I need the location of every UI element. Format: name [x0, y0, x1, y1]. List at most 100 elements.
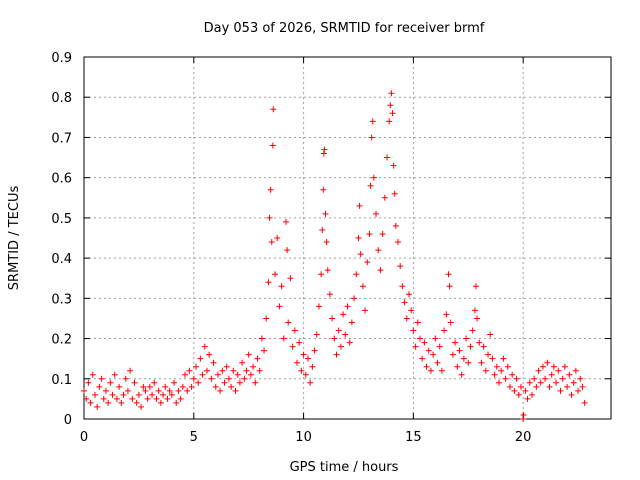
data-point	[94, 403, 101, 410]
data-point	[356, 202, 363, 209]
data-point	[366, 230, 373, 237]
data-point	[267, 186, 274, 193]
data-point	[276, 303, 283, 310]
data-point	[298, 367, 305, 374]
data-point	[188, 383, 195, 390]
data-point	[469, 327, 476, 334]
data-point	[283, 218, 290, 225]
data-point	[243, 367, 250, 374]
data-point	[131, 379, 138, 386]
data-point	[122, 375, 129, 382]
data-point	[359, 283, 366, 290]
x-tick-label: 0	[80, 430, 88, 445]
x-tick-label: 20	[515, 430, 532, 445]
data-point	[517, 383, 524, 390]
data-point	[362, 307, 369, 314]
data-point	[391, 190, 398, 197]
data-point	[182, 371, 189, 378]
data-point	[219, 367, 226, 374]
data-point	[245, 351, 252, 358]
data-point	[333, 351, 340, 358]
data-point	[173, 399, 180, 406]
data-point	[81, 387, 87, 394]
data-point	[179, 383, 186, 390]
data-point	[274, 235, 281, 241]
data-point	[256, 367, 263, 374]
data-point	[186, 367, 193, 374]
data-point	[124, 387, 131, 394]
data-point	[403, 315, 410, 322]
data-point	[324, 267, 331, 274]
data-point	[561, 363, 568, 370]
data-point	[311, 347, 318, 354]
data-point	[214, 371, 221, 378]
data-point	[320, 186, 327, 193]
data-point	[263, 315, 270, 322]
data-point	[436, 343, 443, 350]
data-point	[511, 387, 518, 394]
data-point	[190, 375, 197, 382]
data-point	[348, 319, 355, 326]
data-point	[319, 226, 326, 233]
data-point	[432, 335, 439, 342]
data-point	[164, 395, 171, 402]
data-point	[270, 106, 277, 113]
data-point	[478, 359, 485, 366]
data-point	[401, 299, 408, 306]
data-point	[329, 315, 336, 322]
data-point	[434, 359, 441, 366]
data-point	[522, 387, 529, 394]
data-point	[449, 351, 456, 358]
data-point	[210, 359, 217, 366]
data-point	[177, 395, 184, 402]
x-tick-label: 10	[295, 430, 312, 445]
data-point	[302, 371, 309, 378]
data-point	[458, 371, 465, 378]
data-point	[531, 375, 538, 382]
data-point	[265, 279, 272, 286]
data-point	[142, 387, 149, 394]
data-point	[166, 387, 173, 394]
data-point	[230, 367, 237, 374]
data-point	[331, 335, 338, 342]
data-point	[537, 379, 544, 386]
data-point	[438, 367, 445, 374]
data-point	[337, 343, 344, 350]
y-tick-label: 0.8	[51, 91, 72, 106]
data-point	[389, 110, 396, 117]
data-point	[151, 379, 158, 386]
data-point	[171, 379, 178, 386]
y-tick-labels: 0 0.1 0.2 0.3 0.4 0.5 0.6 0.7 0.8 0.9	[51, 51, 72, 428]
data-point	[89, 371, 96, 378]
data-point	[568, 391, 575, 398]
data-point	[83, 395, 90, 402]
data-point	[533, 383, 540, 390]
data-point	[307, 379, 314, 386]
data-point	[454, 363, 461, 370]
grid-lines	[84, 57, 611, 419]
data-point	[425, 347, 432, 354]
data-point	[405, 291, 412, 298]
data-point	[548, 371, 555, 378]
data-point	[98, 375, 105, 382]
data-point	[416, 335, 423, 342]
data-point	[491, 371, 498, 378]
y-tick-label: 0.3	[51, 292, 72, 307]
data-point	[557, 387, 564, 394]
data-point	[153, 395, 160, 402]
data-point	[149, 391, 156, 398]
data-point	[344, 303, 351, 310]
data-point	[390, 162, 397, 169]
data-point	[412, 343, 419, 350]
data-point	[408, 307, 415, 314]
data-point	[284, 247, 291, 254]
data-point	[546, 383, 553, 390]
data-point	[252, 379, 259, 386]
data-point	[474, 315, 481, 322]
data-point	[241, 375, 248, 382]
data-points	[81, 90, 588, 422]
data-point	[133, 399, 140, 406]
data-point	[441, 327, 448, 334]
data-point	[570, 379, 577, 386]
data-point	[388, 90, 395, 97]
